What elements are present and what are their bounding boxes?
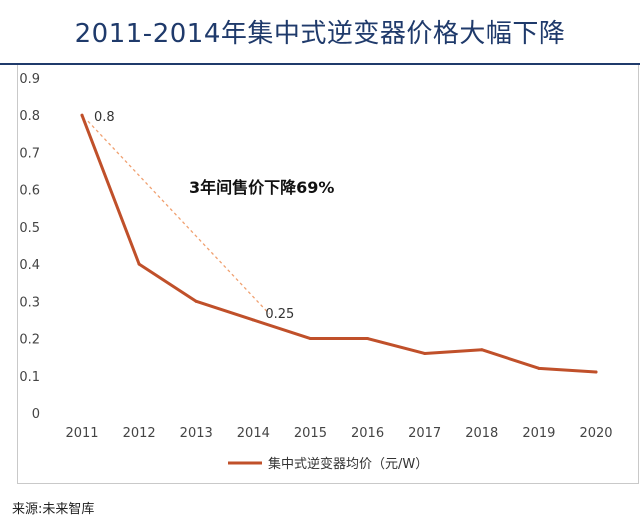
data-point (194, 299, 198, 303)
source-note: 来源:未来智库 (12, 502, 95, 517)
chart-frame (17, 65, 639, 484)
y-tick-label: 0.1 (19, 370, 40, 385)
x-tick-label: 2011 (65, 426, 98, 441)
chart-title: 2011-2014年集中式逆变器价格大幅下降 (74, 18, 566, 49)
x-tick-label: 2012 (123, 426, 156, 441)
data-label: 0.8 (94, 110, 115, 125)
y-tick-label: 0.7 (19, 146, 40, 161)
title-rule (0, 63, 640, 65)
data-point (594, 370, 598, 374)
data-point (137, 262, 141, 266)
series-line (80, 113, 598, 374)
data-point (537, 366, 541, 370)
x-tick-label: 2016 (351, 426, 384, 441)
x-tick-label: 2020 (579, 426, 612, 441)
y-tick-label: 0.4 (19, 258, 40, 273)
data-point (251, 318, 255, 322)
y-tick-label: 0.9 (19, 72, 40, 87)
y-tick-label: 0.5 (19, 221, 40, 236)
x-tick-label: 2017 (408, 426, 441, 441)
x-tick-label: 2018 (465, 426, 498, 441)
x-tick-label: 2019 (522, 426, 555, 441)
y-tick-label: 0.6 (19, 184, 40, 199)
data-point (423, 351, 427, 355)
data-point (308, 337, 312, 341)
y-tick-label: 0 (32, 407, 40, 422)
data-point (366, 337, 370, 341)
x-tick-label: 2014 (237, 426, 270, 441)
data-label: 0.25 (265, 307, 294, 322)
y-tick-label: 0.8 (19, 109, 40, 124)
data-point (80, 113, 84, 117)
annotation-text: 3年间售价下降69% (189, 178, 334, 197)
y-tick-label: 0.2 (19, 333, 40, 348)
y-tick-label: 0.3 (19, 295, 40, 310)
annotation-dashed-line (87, 120, 270, 315)
x-tick-label: 2013 (180, 426, 213, 441)
legend-label: 集中式逆变器均价（元/W） (268, 456, 428, 472)
x-tick-label: 2015 (294, 426, 327, 441)
data-point (480, 348, 484, 352)
